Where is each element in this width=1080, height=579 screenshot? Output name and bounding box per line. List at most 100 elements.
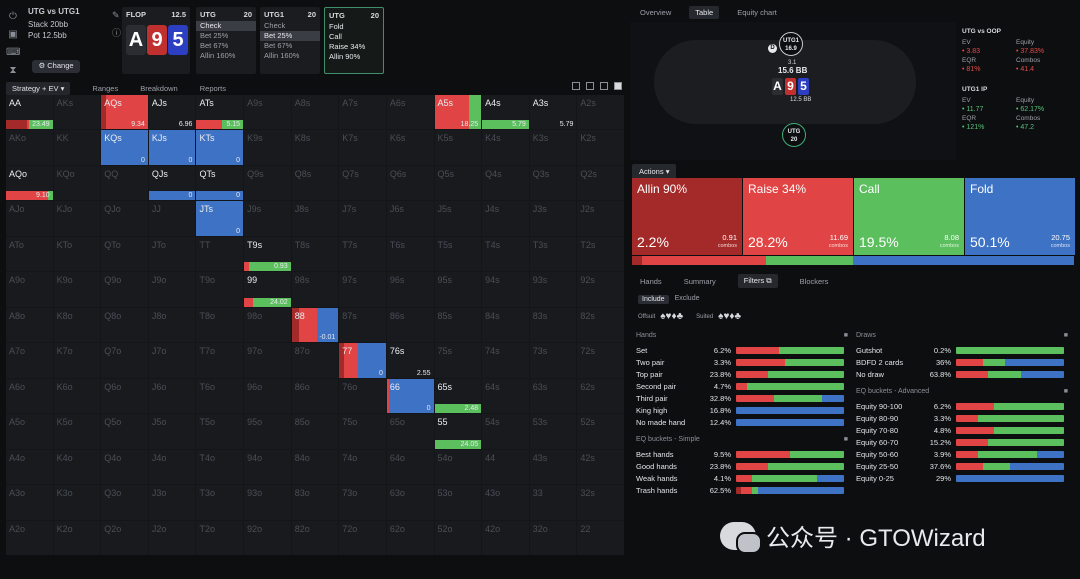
hand-cell-95s[interactable]: 95s: [434, 272, 482, 307]
hand-cell-J7s[interactable]: J7s: [339, 201, 386, 236]
hand-cell-ATo[interactable]: ATo: [6, 236, 53, 272]
hand-cell-K9o[interactable]: K9o: [53, 272, 101, 307]
hand-cell-98o[interactable]: 98o: [244, 307, 291, 343]
section-toggle-icon[interactable]: ■: [843, 436, 848, 443]
hand-cell-82o[interactable]: 82o: [291, 520, 339, 555]
street-action[interactable]: Bet 67%: [264, 41, 293, 50]
street-action[interactable]: Check: [264, 21, 286, 30]
hand-cell-T8s[interactable]: T8s: [291, 236, 339, 272]
hand-cell-J5o[interactable]: J5o: [148, 414, 196, 449]
hand-cell-T9o[interactable]: T9o: [196, 272, 244, 307]
tab-equity-chart[interactable]: Equity chart: [737, 8, 777, 17]
hand-cell-Q4s[interactable]: Q4s: [482, 165, 529, 201]
hand-cell-76s[interactable]: 76s 2.55: [386, 343, 434, 378]
hand-cell-53o[interactable]: 53o: [434, 485, 482, 520]
hand-cell-33[interactable]: 33: [529, 485, 577, 520]
save-icon[interactable]: ▣: [8, 29, 18, 40]
hand-cell-A4o[interactable]: A4o: [6, 449, 53, 485]
hand-cell-Q9s[interactable]: Q9s: [244, 165, 291, 201]
hand-cell-QJs[interactable]: QJs 0: [148, 165, 196, 201]
hand-cell-66[interactable]: 66 0: [386, 378, 434, 414]
hand-cell-75o[interactable]: 75o: [339, 414, 386, 449]
hand-cell-JJ[interactable]: JJ: [148, 201, 196, 236]
filter-row[interactable]: Set 6.2%: [636, 344, 848, 356]
street-action[interactable]: Raise 34%: [329, 42, 366, 51]
hand-cell-99[interactable]: 99 24.02: [244, 272, 291, 307]
hand-cell-93o[interactable]: 93o: [244, 485, 291, 520]
hand-cell-54s[interactable]: 54s: [482, 414, 529, 449]
hand-cell-97s[interactable]: 97s: [339, 272, 386, 307]
hand-cell-T6o[interactable]: T6o: [196, 378, 244, 414]
view-mode-1-icon[interactable]: [572, 82, 580, 90]
hand-cell-44[interactable]: 44: [482, 449, 529, 485]
filter-row[interactable]: Equity 0-25 29%: [856, 472, 1068, 484]
hand-cell-42o[interactable]: 42o: [482, 520, 529, 555]
hand-cell-76o[interactable]: 76o: [339, 378, 386, 414]
hand-cell-54o[interactable]: 54o: [434, 449, 482, 485]
filter-row[interactable]: Equity 70-80 4.8%: [856, 424, 1068, 436]
section-toggle-icon[interactable]: ■: [1063, 332, 1068, 339]
hand-cell-A3s[interactable]: A3s 5.79: [529, 95, 577, 130]
street-action[interactable]: Call: [329, 32, 342, 41]
hand-cell-52s[interactable]: 52s: [577, 414, 624, 449]
hand-cell-53s[interactable]: 53s: [529, 414, 577, 449]
filter-row[interactable]: Gutshot 0.2%: [856, 344, 1068, 356]
hand-cell-86s[interactable]: 86s: [386, 307, 434, 343]
hand-cell-KTs[interactable]: KTs 0: [196, 130, 244, 165]
hand-cell-J2s[interactable]: J2s: [577, 201, 624, 236]
hand-cell-42s[interactable]: 42s: [577, 449, 624, 485]
hand-cell-J6o[interactable]: J6o: [148, 378, 196, 414]
hand-cell-T6s[interactable]: T6s: [386, 236, 434, 272]
hourglass-icon[interactable]: ⧗: [9, 65, 17, 76]
hand-cell-T4s[interactable]: T4s: [482, 236, 529, 272]
hand-cell-52o[interactable]: 52o: [434, 520, 482, 555]
hand-cell-A4s[interactable]: A4s 5.79: [482, 95, 529, 130]
exclude-button[interactable]: Exclude: [674, 295, 700, 302]
hand-cell-J4o[interactable]: J4o: [148, 449, 196, 485]
hand-cell-K5s[interactable]: K5s: [434, 130, 482, 165]
hand-cell-74s[interactable]: 74s: [482, 343, 529, 378]
hand-cell-T2o[interactable]: T2o: [196, 520, 244, 555]
include-button[interactable]: Include: [638, 295, 669, 304]
hand-cell-T5s[interactable]: T5s: [434, 236, 482, 272]
hand-cell-QTs[interactable]: QTs 0: [196, 165, 244, 201]
hand-cell-65s[interactable]: 65s 2.48: [434, 378, 482, 414]
filter-row[interactable]: Good hands 23.8%: [636, 460, 848, 472]
filter-row[interactable]: Equity 25-50 37.6%: [856, 460, 1068, 472]
hand-cell-86o[interactable]: 86o: [291, 378, 339, 414]
filter-row[interactable]: Equity 60-70 15.2%: [856, 436, 1068, 448]
hand-cell-T5o[interactable]: T5o: [196, 414, 244, 449]
change-button[interactable]: ⚙ Change: [32, 60, 80, 73]
filter-row[interactable]: Third pair 32.8%: [636, 392, 848, 404]
hand-cell-AJo[interactable]: AJo: [6, 201, 53, 236]
hand-cell-KJo[interactable]: KJo: [53, 201, 101, 236]
flop-node[interactable]: FLOP 12.5 A 9 5: [122, 7, 190, 74]
filter-row[interactable]: Second pair 4.7%: [636, 380, 848, 392]
hand-cell-85o[interactable]: 85o: [291, 414, 339, 449]
hand-cell-AKo[interactable]: AKo: [6, 130, 53, 165]
hand-cell-T3o[interactable]: T3o: [196, 485, 244, 520]
hand-cell-74o[interactable]: 74o: [339, 449, 386, 485]
hand-cell-55[interactable]: 55 24.05: [434, 414, 482, 449]
hand-cell-KTo[interactable]: KTo: [53, 236, 101, 272]
hand-cell-96o[interactable]: 96o: [244, 378, 291, 414]
hand-cell-Q5o[interactable]: Q5o: [101, 414, 148, 449]
hand-cell-KQs[interactable]: KQs 0: [101, 130, 148, 165]
hand-cell-22[interactable]: 22: [577, 520, 624, 555]
hand-cell-A6o[interactable]: A6o: [6, 378, 53, 414]
hand-cell-K9s[interactable]: K9s: [244, 130, 291, 165]
hand-cell-73s[interactable]: 73s: [529, 343, 577, 378]
hand-cell-64s[interactable]: 64s: [482, 378, 529, 414]
power-icon[interactable]: ⏻: [9, 11, 17, 22]
hand-cell-K3o[interactable]: K3o: [53, 485, 101, 520]
filter-row[interactable]: Two pair 3.3%: [636, 356, 848, 368]
hand-cell-A7s[interactable]: A7s: [339, 95, 386, 130]
street-action[interactable]: Bet 25%: [200, 31, 229, 40]
filter-row[interactable]: Best hands 9.5%: [636, 448, 848, 460]
hand-cell-K7s[interactable]: K7s: [339, 130, 386, 165]
hand-cell-T9s[interactable]: T9s 0.93: [244, 236, 291, 272]
hand-cell-A9o[interactable]: A9o: [6, 272, 53, 307]
hand-cell-J9o[interactable]: J9o: [148, 272, 196, 307]
tab-filters[interactable]: Filters ⧉: [737, 274, 778, 288]
hand-cell-QQ[interactable]: QQ: [101, 165, 148, 201]
